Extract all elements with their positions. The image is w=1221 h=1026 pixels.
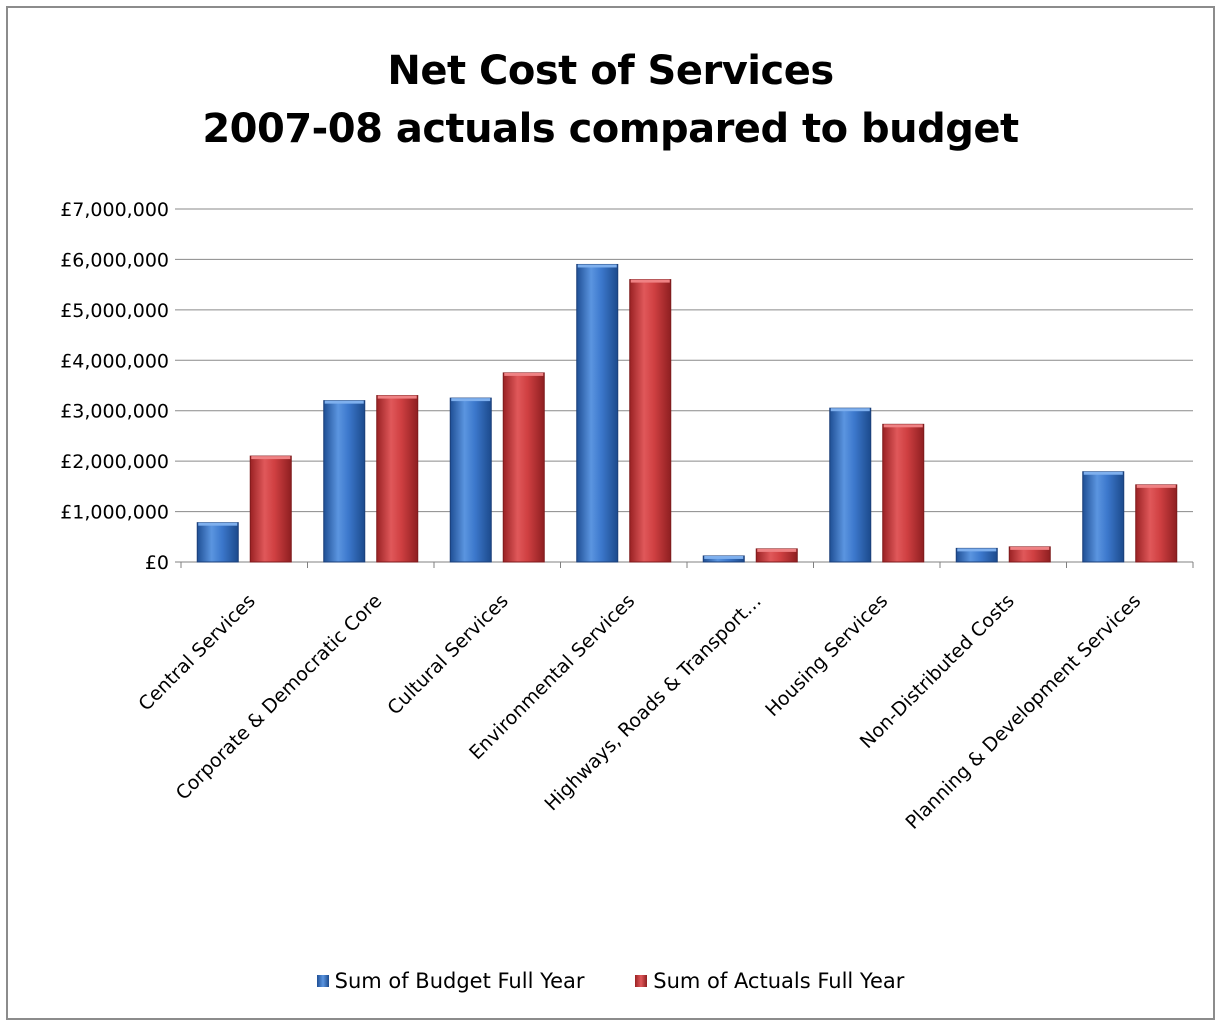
y-tick-label: £4,000,000 (60, 350, 169, 372)
bar-cap-budget (704, 555, 744, 559)
bar-cap-actuals (1136, 484, 1176, 488)
y-axis: £0 £1,000,000 £2,000,000 £3,000,000 £4,000,0… (60, 199, 169, 574)
bar-budget (449, 397, 492, 563)
bar-actuals (882, 423, 925, 563)
legend-item-budget: Sum of Budget Full Year (316, 969, 585, 993)
bar-actuals (502, 372, 545, 563)
x-tick-label: Planning & Development Services (901, 590, 1145, 834)
bar-budget (829, 407, 872, 563)
bar-budget (323, 400, 366, 563)
legend-swatch-actuals (635, 975, 648, 987)
bar-actuals (1135, 484, 1178, 563)
legend-label-actuals: Sum of Actuals Full Year (653, 969, 905, 993)
bar-actuals (629, 279, 672, 563)
bar-budget (1082, 471, 1125, 563)
y-tick-label: £1,000,000 (60, 502, 169, 524)
bar-cap-actuals (504, 372, 544, 376)
bar-cap-budget (324, 400, 364, 404)
bar-cap-actuals (1010, 546, 1050, 550)
bar-cap-budget (577, 264, 617, 268)
legend: Sum of Budget Full Year Sum of Actuals F… (0, 968, 1221, 993)
legend-label-budget: Sum of Budget Full Year (334, 969, 585, 993)
y-tick-label: £3,000,000 (60, 401, 169, 423)
bar-actuals (376, 395, 419, 563)
bar-cap-actuals (251, 456, 291, 460)
y-tick-label: £5,000,000 (60, 300, 169, 322)
bar-cap-actuals (757, 548, 797, 552)
x-tick-label: Cultural Services (383, 590, 512, 719)
bar-cap-budget (957, 548, 997, 552)
bar-cap-budget (830, 408, 870, 412)
x-tick-label: Highways, Roads & Transport… (540, 590, 765, 815)
bar-cap-actuals (377, 395, 417, 399)
bars (196, 263, 1178, 563)
y-tick-label: £2,000,000 (60, 451, 169, 473)
y-tick-label: £7,000,000 (60, 199, 169, 221)
legend-swatch-budget (316, 975, 329, 987)
legend-item-actuals: Sum of Actuals Full Year (635, 969, 904, 993)
bar-cap-budget (451, 398, 491, 402)
chart-title-line-2: 2007-08 actuals compared to budget (202, 106, 1019, 152)
bar-cap-actuals (630, 279, 670, 283)
x-tick-label: Corporate & Democratic Core (172, 590, 387, 805)
y-tick-label: £0 (145, 552, 169, 574)
bar-budget (576, 263, 619, 563)
x-tick-label: Central Services (134, 590, 259, 715)
bar-cap-actuals (883, 424, 923, 428)
y-tick-label: £6,000,000 (60, 249, 169, 271)
bar-cap-budget (1083, 471, 1123, 475)
bar-budget (196, 522, 239, 563)
x-tick-label: Housing Services (761, 590, 892, 721)
bar-actuals (249, 455, 292, 563)
chart-title: Net Cost of Services 2007-08 actuals com… (0, 42, 1221, 158)
chart-title-line-1: Net Cost of Services (387, 48, 834, 94)
bar-cap-budget (198, 522, 238, 526)
